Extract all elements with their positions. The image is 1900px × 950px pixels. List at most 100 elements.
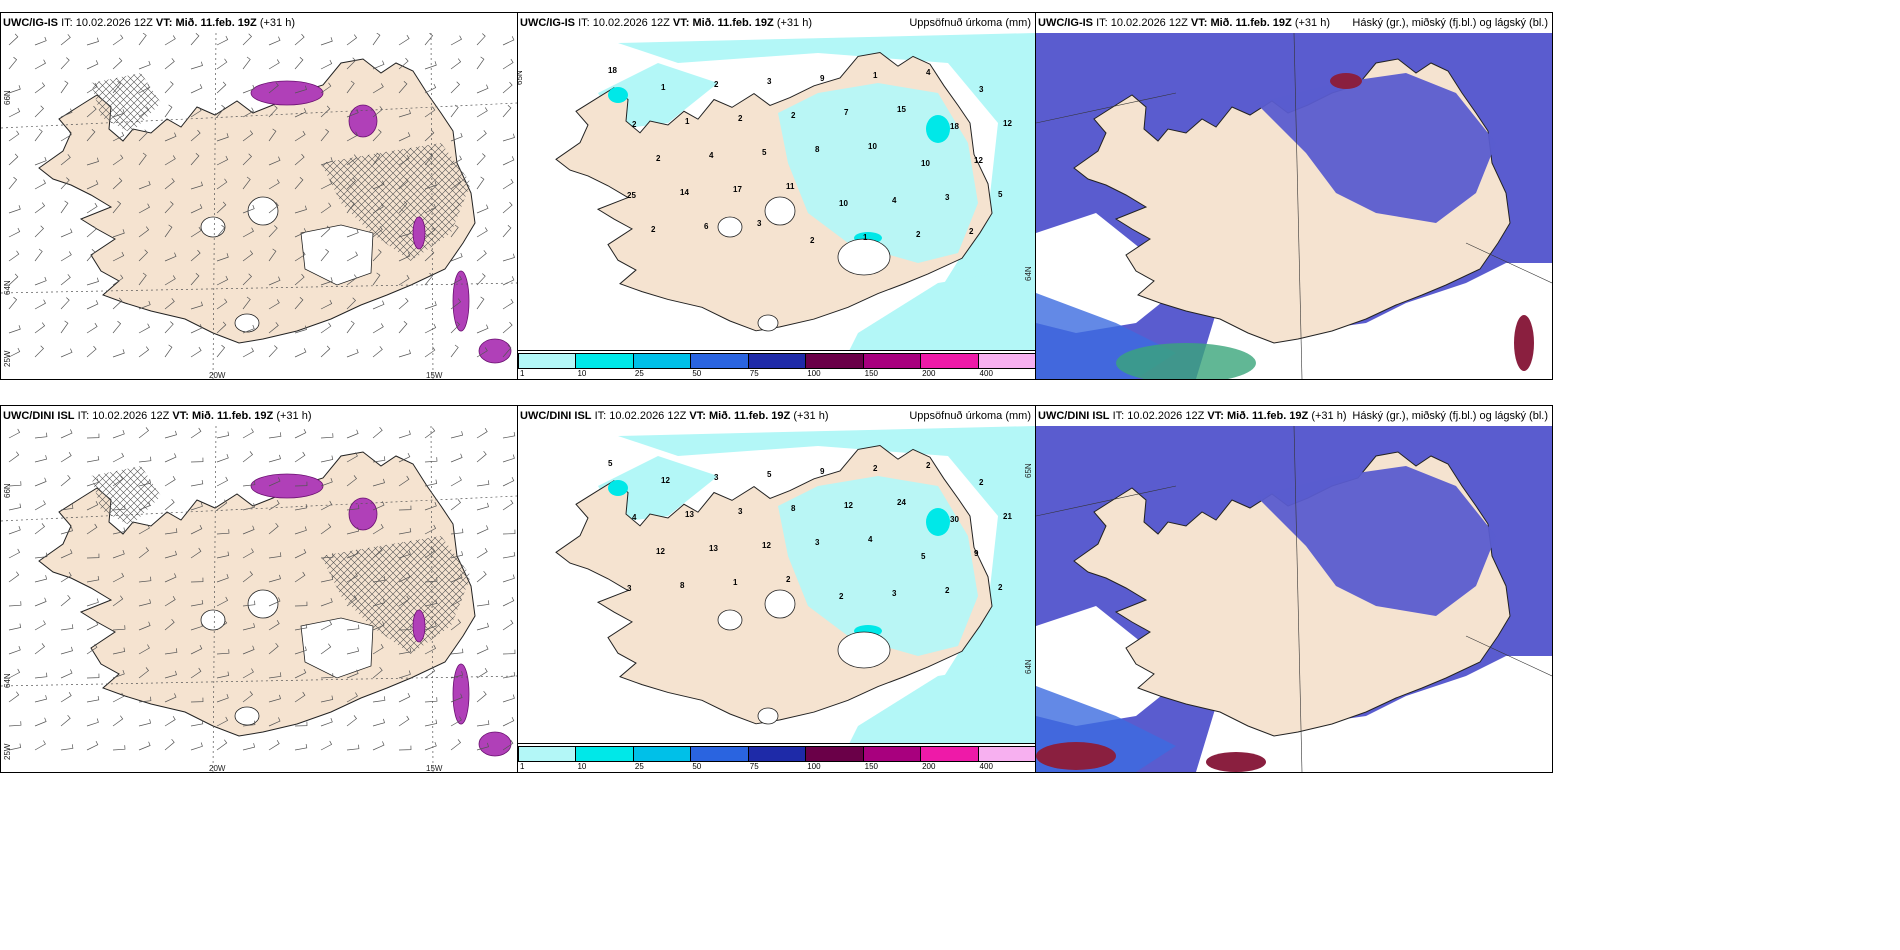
wind-barb	[34, 105, 44, 118]
dark-cloud	[1514, 315, 1534, 371]
wind-barb	[268, 552, 282, 559]
precip-value: 2	[810, 236, 815, 245]
wind-barb	[476, 668, 488, 679]
wind-barb	[424, 272, 434, 286]
wind-barb	[112, 647, 126, 655]
wind-barb	[346, 669, 359, 679]
glacier-patch	[764, 589, 796, 619]
wind-barb	[398, 452, 411, 463]
model-name: UWC/IG-IS	[1038, 17, 1093, 29]
wind-barb	[242, 480, 256, 487]
glacier-patch	[234, 313, 260, 333]
wind-barb	[242, 227, 254, 238]
wind-barb	[268, 36, 281, 46]
wind-barb	[320, 179, 333, 190]
wind-barb	[450, 596, 462, 607]
wind-barb	[372, 129, 382, 142]
wind-barb	[216, 253, 229, 262]
wind-barb	[372, 323, 384, 334]
wind-barb	[164, 693, 177, 703]
init-time: 10.02.2026 12Z	[1110, 17, 1188, 29]
wind-barb	[8, 250, 20, 262]
wind-barb	[476, 33, 486, 46]
wind-barb	[60, 348, 73, 358]
wind-barb	[34, 432, 48, 439]
wind-barb	[86, 598, 99, 607]
wind-barb	[320, 59, 333, 70]
wind-barb	[346, 274, 358, 286]
wind-barb	[424, 106, 436, 118]
wind-barb	[242, 645, 255, 655]
lat-label-64: 64N	[3, 280, 12, 295]
init-time: 10.02.2026 12Z	[75, 17, 153, 29]
wind-barb	[346, 549, 359, 559]
lat-label-66: 66N	[3, 90, 12, 105]
field-title: Háský (gr.), miðský (fj.bl.) og lágský (…	[1352, 17, 1548, 29]
wind-barb	[190, 153, 200, 166]
wind-barb	[320, 673, 334, 679]
wind-barb	[398, 475, 410, 487]
wind-barb	[398, 81, 408, 94]
wind-barb	[190, 457, 204, 463]
wind-barb	[138, 479, 152, 487]
wind-barb	[346, 744, 360, 751]
wind-barb	[320, 575, 334, 583]
wind-barb	[242, 107, 254, 118]
precip-colorbar: 1 10 25 50 75 100 150 200 400	[518, 350, 1035, 379]
wind-barb	[502, 596, 515, 607]
cloud-over-land	[1256, 466, 1496, 616]
wind-barb	[346, 452, 358, 463]
wind-barb	[112, 349, 125, 358]
wind-barb	[164, 670, 177, 679]
wind-barb	[476, 296, 485, 310]
wind-barb	[242, 428, 254, 439]
wind-barb	[476, 347, 488, 358]
wind-barb	[112, 200, 122, 214]
latitude-line	[1, 102, 517, 129]
latitude-line	[1, 282, 517, 294]
wind-barb	[320, 553, 334, 559]
wind-barb	[34, 128, 43, 142]
wind-barb	[294, 721, 308, 727]
wind-barb	[502, 739, 514, 751]
wind-map	[1, 33, 517, 379]
colorbar-swatch	[805, 353, 864, 369]
wind-barb	[164, 596, 176, 607]
wind-barb	[320, 500, 333, 511]
wind-barb	[34, 82, 46, 94]
colorbar-tick: 100	[807, 369, 821, 378]
wind-barb	[372, 478, 385, 487]
wind-barb	[294, 57, 304, 70]
wind-barb	[268, 128, 277, 142]
wind-barb	[60, 251, 72, 262]
wind-barb	[294, 85, 307, 94]
clear-area	[1036, 606, 1186, 726]
precip-value: 2	[786, 575, 791, 584]
wind-barb	[190, 181, 203, 190]
wind-barb	[164, 618, 175, 631]
precip-value: 4	[709, 151, 714, 160]
panel-header: UWC/IG-IS IT: 10.02.2026 12Z VT: Mið. 11…	[1036, 13, 1552, 33]
panel-wind-igis: UWC/IG-IS IT: 10.02.2026 12Z VT: Mið. 11…	[0, 12, 518, 380]
wind-barb	[34, 225, 44, 238]
wind-barb	[34, 575, 48, 583]
wind-barb	[294, 548, 307, 559]
precip-value: 3	[757, 219, 762, 228]
wind-barb	[112, 131, 125, 142]
grid-line	[1036, 485, 1177, 517]
wind-barb	[138, 249, 148, 262]
wind-barb	[398, 625, 412, 631]
latitude-line	[1, 675, 517, 687]
wind-barb	[346, 228, 359, 238]
precip-value: 8	[815, 145, 820, 154]
wind-barb	[60, 200, 69, 214]
wind-barb	[502, 716, 515, 727]
cloud-map	[1036, 426, 1552, 772]
wind-barb	[268, 248, 277, 262]
wind-barb	[320, 299, 333, 310]
wind-barb	[8, 205, 21, 214]
wind-barb	[450, 551, 464, 559]
wind-barb	[60, 549, 73, 559]
wind-barb	[294, 743, 308, 751]
